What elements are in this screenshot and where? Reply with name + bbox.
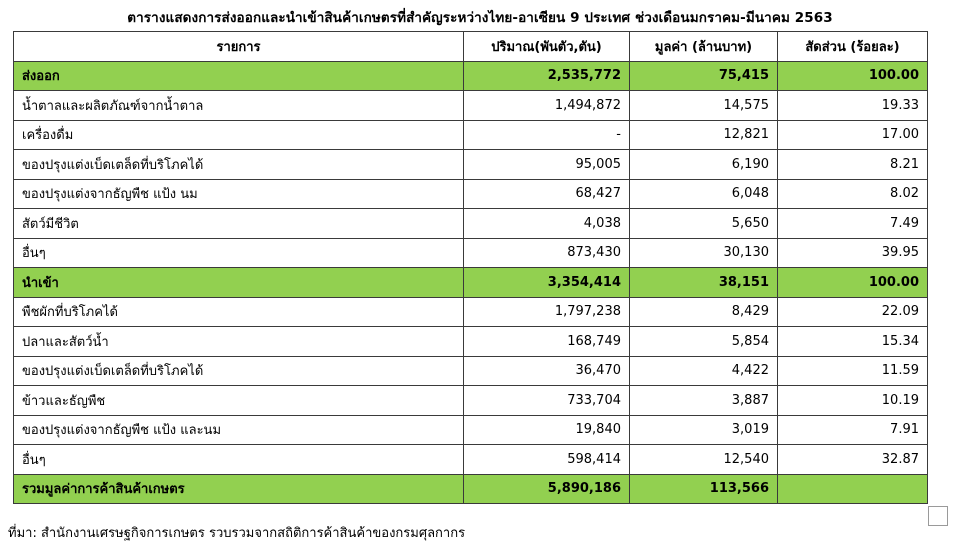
row-share: 7.91 [777,414,928,445]
header-item: รายการ [13,31,464,62]
source-note: ที่มา: สำนักงานเศรษฐกิจการเกษตร รวบรวมจา… [8,526,466,541]
row-share: 7.49 [777,208,928,239]
row-value: 8,429 [629,296,778,327]
table-row: ของปรุงแต่งจากธัญพืช แป้ง และนม 19,840 3… [13,414,928,445]
row-quantity: 2,535,772 [463,60,630,91]
header-value: มูลค่า (ล้านบาท) [629,31,778,62]
row-share: 39.95 [777,237,928,268]
row-value: 6,190 [629,149,778,180]
row-share: 19.33 [777,90,928,121]
row-quantity: 19,840 [463,414,630,445]
table-row-grand-total: รวมมูลค่าการค้าสินค้าเกษตร 5,890,186 113… [13,473,928,504]
row-value: 30,130 [629,237,778,268]
table-row: ของปรุงแต่งเบ็ดเตล็ดที่บริโภคได้ 36,470 … [13,355,928,386]
row-value: 3,019 [629,414,778,445]
row-share: 8.02 [777,178,928,209]
row-label: ส่งออก [13,60,464,91]
row-label: เครื่องดื่ม [13,119,464,150]
row-quantity: - [463,119,630,150]
table-row: ของปรุงแต่งจากธัญพืช แป้ง นม 68,427 6,04… [13,178,928,209]
row-quantity: 4,038 [463,208,630,239]
row-quantity: 5,890,186 [463,473,630,504]
row-quantity: 68,427 [463,178,630,209]
row-share: 8.21 [777,149,928,180]
row-share: 10.19 [777,385,928,416]
table-row: ปลาและสัตว์น้ำ 168,749 5,854 15.34 [13,326,928,357]
header-share: สัดส่วน (ร้อยละ) [777,31,928,62]
row-quantity: 873,430 [463,237,630,268]
row-value: 12,821 [629,119,778,150]
row-quantity: 733,704 [463,385,630,416]
row-quantity: 1,797,238 [463,296,630,327]
row-quantity: 95,005 [463,149,630,180]
checkbox[interactable] [928,506,948,526]
table-row: อื่นๆ 873,430 30,130 39.95 [13,237,928,268]
row-value: 3,887 [629,385,778,416]
table-row: น้ำตาลและผลิตภัณฑ์จากน้ำตาล 1,494,872 14… [13,90,928,121]
row-value: 75,415 [629,60,778,91]
header-row: รายการ ปริมาณ(พันตัว,ตัน) มูลค่า (ล้านบา… [13,31,928,62]
row-value: 5,854 [629,326,778,357]
row-share: 11.59 [777,355,928,386]
row-label: ข้าวและธัญพืช [13,385,464,416]
header-quantity: ปริมาณ(พันตัว,ตัน) [463,31,630,62]
table-title: ตารางแสดงการส่งออกและนำเข้าสินค้าเกษตรที… [127,10,833,26]
row-label: อื่นๆ [13,237,464,268]
row-quantity: 598,414 [463,444,630,475]
row-quantity: 3,354,414 [463,267,630,298]
table-row: สัตว์มีชีวิต 4,038 5,650 7.49 [13,208,928,239]
row-share: 100.00 [777,267,928,298]
row-label: ของปรุงแต่งเบ็ดเตล็ดที่บริโภคได้ [13,355,464,386]
table-row-export-total: ส่งออก 2,535,772 75,415 100.00 [13,60,928,91]
row-value: 6,048 [629,178,778,209]
row-label: ของปรุงแต่งเบ็ดเตล็ดที่บริโภคได้ [13,149,464,180]
row-quantity: 168,749 [463,326,630,357]
row-share: 22.09 [777,296,928,327]
row-share: 17.00 [777,119,928,150]
row-value: 14,575 [629,90,778,121]
row-quantity: 1,494,872 [463,90,630,121]
table-row: เครื่องดื่ม - 12,821 17.00 [13,119,928,150]
row-share: 15.34 [777,326,928,357]
row-label: ของปรุงแต่งจากธัญพืช แป้ง และนม [13,414,464,445]
row-label: ปลาและสัตว์น้ำ [13,326,464,357]
row-value: 113,566 [629,473,778,504]
row-label: อื่นๆ [13,444,464,475]
row-label: สัตว์มีชีวิต [13,208,464,239]
row-value: 38,151 [629,267,778,298]
trade-table: รายการ ปริมาณ(พันตัว,ตัน) มูลค่า (ล้านบา… [13,31,928,504]
row-value: 5,650 [629,208,778,239]
row-label: นำเข้า [13,267,464,298]
row-share: 100.00 [777,60,928,91]
row-share [777,473,928,504]
table-row-import-total: นำเข้า 3,354,414 38,151 100.00 [13,267,928,298]
table-row: ข้าวและธัญพืช 733,704 3,887 10.19 [13,385,928,416]
row-label: น้ำตาลและผลิตภัณฑ์จากน้ำตาล [13,90,464,121]
table-row: พืชผักที่บริโภคได้ 1,797,238 8,429 22.09 [13,296,928,327]
row-label: รวมมูลค่าการค้าสินค้าเกษตร [13,473,464,504]
row-quantity: 36,470 [463,355,630,386]
row-value: 4,422 [629,355,778,386]
table-row: ของปรุงแต่งเบ็ดเตล็ดที่บริโภคได้ 95,005 … [13,149,928,180]
row-label: พืชผักที่บริโภคได้ [13,296,464,327]
row-label: ของปรุงแต่งจากธัญพืช แป้ง นม [13,178,464,209]
table-row: อื่นๆ 598,414 12,540 32.87 [13,444,928,475]
row-value: 12,540 [629,444,778,475]
row-share: 32.87 [777,444,928,475]
